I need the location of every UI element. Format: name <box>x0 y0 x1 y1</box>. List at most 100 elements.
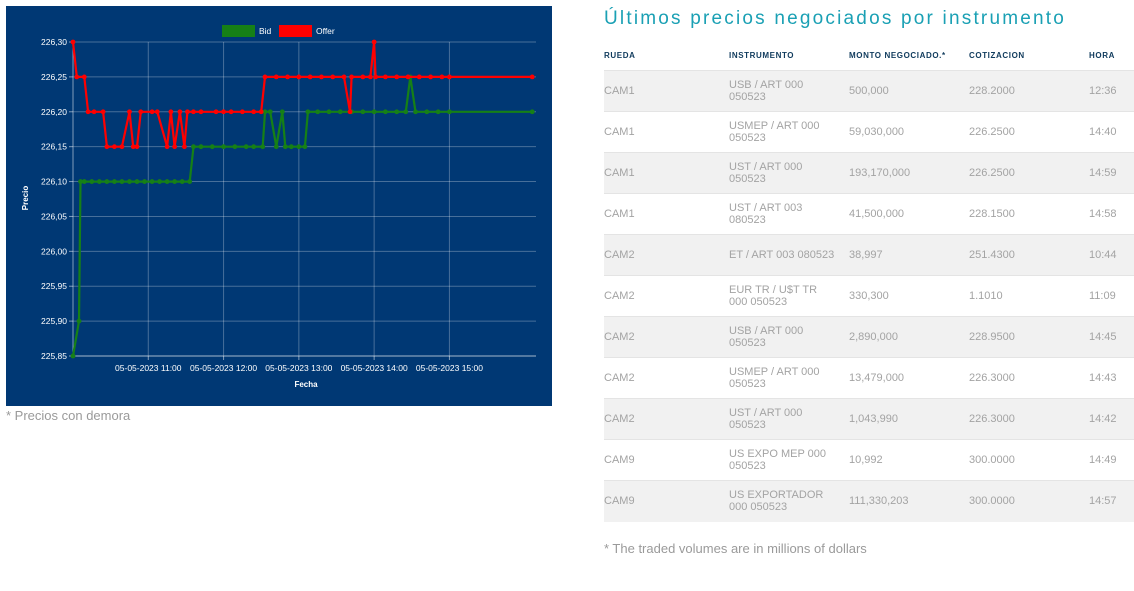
table-row: CAM2 USMEP / ART 000 050523 13,479,000 226.… <box>604 357 1134 399</box>
data-point-offer <box>138 109 144 115</box>
data-point-offer <box>172 144 178 150</box>
table-row: CAM2 ET / ART 003 080523 38,997 251.4300 10:… <box>604 234 1134 276</box>
data-point-offer <box>529 74 535 80</box>
data-point-offer <box>221 109 226 115</box>
y-tick-label: 226,30 <box>41 37 67 47</box>
chart-delay-note: * Precios con demora <box>6 408 131 423</box>
data-point-offer <box>81 74 87 80</box>
data-point-bid <box>305 109 311 115</box>
table-row: CAM2 EUR TR / U$T TR 000 050523 330,300 1.1… <box>604 275 1134 317</box>
x-tick-label: 05-05-2023 14:00 <box>341 363 408 373</box>
data-point-bid <box>172 179 178 184</box>
y-tick-label: 226,20 <box>41 107 67 117</box>
y-tick-label: 226,00 <box>41 246 67 256</box>
cell-instrumento: US EXPORTADOR 000 050523 <box>729 489 824 514</box>
cell-hora: 14:45 <box>1089 331 1117 343</box>
cell-cotizacion: 226.2500 <box>969 126 1015 138</box>
data-point-bid <box>221 144 226 150</box>
cell-instrumento: US EXPO MEP 000 050523 <box>729 448 827 472</box>
cell-cotizacion: 226.2500 <box>969 167 1015 179</box>
data-point-bid <box>104 179 110 184</box>
data-point-offer <box>273 74 279 80</box>
cell-rueda: CAM1 <box>604 85 635 97</box>
data-point-offer <box>154 109 160 115</box>
cell-monto: 59,030,000 <box>849 126 905 138</box>
data-point-bid <box>529 109 535 115</box>
data-point-bid <box>302 144 308 150</box>
cell-rueda: CAM1 <box>604 126 635 138</box>
data-point-offer <box>439 74 445 80</box>
cell-monto: 1,043,990 <box>849 413 898 425</box>
data-point-bid <box>142 179 147 184</box>
data-point-offer <box>130 144 136 150</box>
data-point-bid <box>383 109 388 115</box>
legend-swatch-bid[interactable] <box>222 25 255 37</box>
data-point-offer <box>262 74 268 80</box>
cell-cotizacion: 228.2000 <box>969 85 1015 97</box>
cell-instrumento: EUR TR / U$T TR 000 050523 <box>729 284 818 308</box>
data-point-bid <box>209 144 215 150</box>
data-point-bid <box>424 109 430 115</box>
legend-swatch-offer[interactable] <box>279 25 312 37</box>
data-point-offer <box>91 109 97 115</box>
data-point-offer <box>349 74 354 80</box>
cell-rueda: CAM2 <box>604 331 635 343</box>
legend-label-bid[interactable]: Bid <box>259 26 272 36</box>
data-point-bid <box>149 179 155 184</box>
legend-label-offer[interactable]: Offer <box>316 26 335 36</box>
x-tick-label: 05-05-2023 15:00 <box>416 363 483 373</box>
data-point-bid <box>279 109 285 115</box>
cell-monto: 13,479,000 <box>849 372 905 384</box>
cell-instrumento: USMEP / ART 000 050523 <box>729 366 820 390</box>
cell-monto: 10,992 <box>849 454 883 466</box>
cell-monto: 193,170,000 <box>849 167 911 179</box>
data-point-bid <box>447 109 452 115</box>
y-tick-label: 226,10 <box>41 177 67 187</box>
data-point-offer <box>307 74 313 80</box>
cell-rueda: CAM2 <box>604 290 635 302</box>
cell-instrumento: USB / ART 000 050523 <box>729 79 804 103</box>
data-point-offer <box>228 109 234 115</box>
cell-hora: 14:49 <box>1089 454 1117 466</box>
table-row: CAM9 US EXPORTADOR 000 050523 111,330,203 3… <box>604 480 1134 522</box>
x-tick-label: 05-05-2023 12:00 <box>190 363 257 373</box>
data-point-offer <box>285 74 290 80</box>
data-point-offer <box>296 74 302 80</box>
data-point-bid <box>262 109 268 115</box>
data-point-bid <box>243 144 249 150</box>
table-row: CAM2 USB / ART 000 050523 2,890,000 228.950… <box>604 316 1134 358</box>
data-point-offer <box>119 144 125 150</box>
data-point-offer <box>258 109 264 115</box>
data-point-offer <box>330 74 336 80</box>
data-point-bid <box>119 179 125 184</box>
table-row: CAM2 UST / ART 000 050523 1,043,990 226.300… <box>604 398 1134 440</box>
y-tick-label: 226,05 <box>41 211 67 221</box>
cell-instrumento: UST / ART 000 050523 <box>729 161 803 185</box>
data-point-bid <box>187 179 193 184</box>
data-point-offer <box>85 109 91 115</box>
header-instrumento: INSTRUMENTO <box>729 50 795 60</box>
cell-rueda: CAM1 <box>604 167 635 179</box>
data-point-bid <box>96 179 102 184</box>
data-point-bid <box>134 179 140 184</box>
cell-cotizacion: 1.1010 <box>969 290 1003 302</box>
data-point-offer <box>405 74 411 80</box>
data-point-offer <box>191 109 196 115</box>
data-point-bid <box>251 144 257 150</box>
cell-monto: 111,330,203 <box>849 495 909 508</box>
cell-rueda: CAM2 <box>604 249 635 261</box>
data-point-offer <box>428 74 434 80</box>
cell-cotizacion: 226.3000 <box>969 372 1015 384</box>
data-point-bid <box>273 144 279 150</box>
cell-instrumento: UST / ART 000 050523 <box>729 407 803 431</box>
cell-monto: 2,890,000 <box>849 331 898 343</box>
cell-cotizacion: 300.0000 <box>969 495 1015 508</box>
data-point-offer <box>394 74 400 80</box>
data-point-bid <box>232 144 238 150</box>
x-axis-title: Fecha <box>294 380 318 389</box>
data-point-offer <box>371 39 377 45</box>
cell-hora: 10:44 <box>1089 249 1117 261</box>
series-line-offer <box>71 40 533 148</box>
y-tick-label: 226,25 <box>41 72 67 82</box>
data-point-offer <box>251 109 257 115</box>
